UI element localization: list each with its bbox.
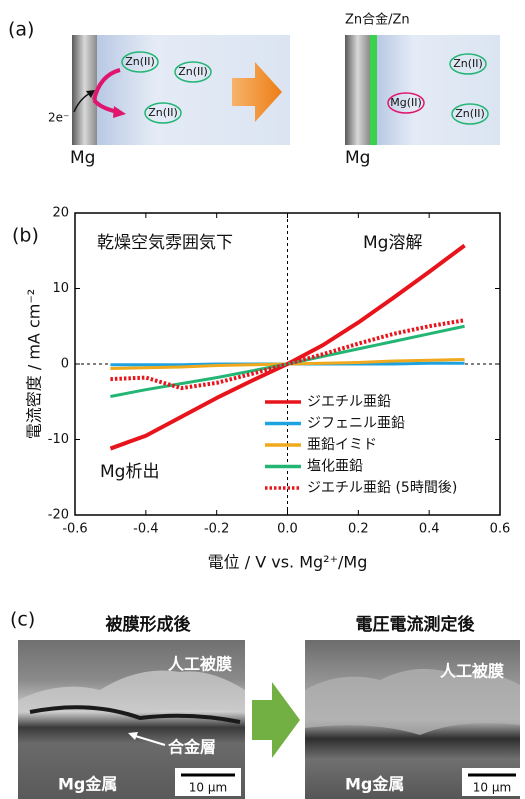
electron-label: 2e⁻: [48, 111, 69, 125]
y-tick-label: -10: [48, 432, 69, 447]
y-axis-label: 電流密度 / mA cm⁻²: [25, 289, 44, 439]
annotation: Mg溶解: [363, 233, 422, 253]
legend-label: ジエチル亜鉛 (5時間後): [307, 480, 457, 496]
panel-label: (a): [8, 19, 34, 41]
ion: Zn(II): [178, 65, 208, 78]
annotation: Mg析出: [100, 462, 159, 482]
x-axis-label: 電位 / V vs. Mg²⁺/Mg: [208, 553, 368, 572]
x-tick-label: 0.6: [490, 522, 511, 537]
solution: [377, 35, 500, 145]
legend-label: ジフェニル亜鉛: [307, 416, 405, 432]
x-tick-label: -0.2: [204, 522, 229, 537]
x-tick-label: 0.4: [419, 522, 440, 537]
alloy-label: 合金層: [168, 738, 216, 757]
x-tick-label: -0.6: [62, 522, 87, 537]
electrode-label: Mg: [70, 148, 95, 168]
metal-label: Mg金属: [345, 775, 404, 794]
electrode-label: Mg: [345, 148, 370, 168]
y-tick-label: 0: [61, 357, 69, 372]
ion: Zn(II): [455, 107, 485, 120]
y-tick-label: 10: [52, 281, 69, 296]
legend-label: ジエチル亜鉛: [307, 394, 391, 410]
x-tick-label: 0.0: [277, 522, 298, 537]
image-title: 被膜形成後: [106, 614, 192, 635]
metal-label: Mg金属: [58, 775, 117, 794]
panel-a: (a) Zn(II) Zn(II) Zn(II) 2e⁻ Mg Zn合金/Zn …: [8, 12, 500, 169]
layer-label: Zn合金/Zn: [345, 12, 410, 28]
ion: Zn(II): [453, 57, 483, 70]
film-label: 人工被膜: [440, 662, 504, 681]
ion: Zn(II): [125, 55, 155, 68]
panel-c: (c) 被膜形成後 電圧電流測定後 人工被膜 合金層 Mg金属 10 μm 人工…: [10, 609, 520, 799]
ion: Mg(II): [390, 96, 422, 109]
scale-label: 10 μm: [473, 781, 511, 795]
ion: Zn(II): [148, 106, 178, 119]
legend-label: 塩化亜鉛: [307, 459, 363, 475]
chart: -0.6 -0.4 -0.2 0.0 0.2 0.4 0.6 -20 -10 0 10 20 電位 / …: [25, 206, 511, 572]
legend-label: 亜鉛イミド: [307, 437, 377, 453]
annotation: 乾燥空気雰囲気下: [97, 233, 233, 253]
film-label: 人工被膜: [168, 655, 232, 674]
process-arrow: [252, 682, 300, 758]
panel-label: (b): [12, 225, 39, 247]
image-title: 電圧電流測定後: [356, 614, 476, 635]
y-tick-label: -20: [48, 508, 69, 523]
y-tick-label: 20: [52, 206, 69, 221]
figure: (a) Zn(II) Zn(II) Zn(II) 2e⁻ Mg Zn合金/Zn …: [0, 0, 525, 799]
x-tick-label: 0.2: [348, 522, 369, 537]
page: (a) Zn(II) Zn(II) Zn(II) 2e⁻ Mg Zn合金/Zn …: [0, 0, 525, 799]
alloy-layer: [370, 35, 377, 145]
scale-label: 10 μm: [189, 781, 227, 795]
x-tick-label: -0.4: [133, 522, 158, 537]
panel-label: (c): [10, 609, 35, 631]
electrode: [72, 35, 97, 145]
electrode: [345, 35, 370, 145]
